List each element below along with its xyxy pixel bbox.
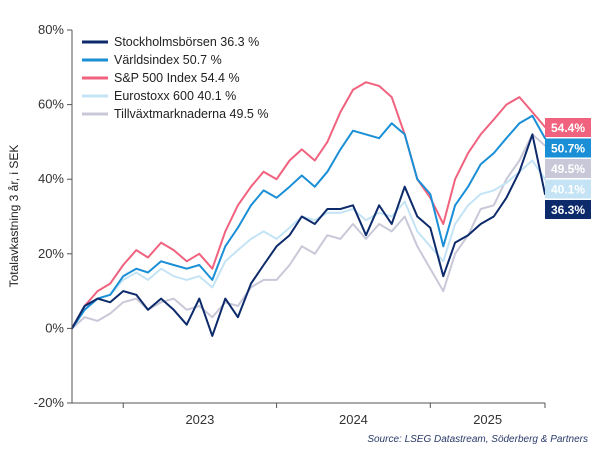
series-line-3 [71,81,546,330]
end-label: 36.3% [551,203,585,217]
y-tick-label: 80% [38,22,64,37]
legend-label: Stockholmsbörsen 36.3 % [114,35,259,49]
y-tick-label: -20% [34,395,65,410]
legend-label: Eurostoxx 600 40.1 % [114,89,236,103]
series-line-1 [71,133,546,337]
y-tick-label: 20% [38,246,64,261]
end-labels: 54.4% 50.7% 49.5% 40.1% 36.3% [545,118,591,219]
series-line-2 [71,114,546,330]
y-tick-label: 0% [45,320,64,335]
legend-box [74,30,304,124]
y-tick-label: 40% [38,171,64,186]
end-label: 54.4% [551,121,585,135]
end-label: 49.5% [551,162,585,176]
end-label-box [545,200,591,219]
legend-label: Tillväxtmarknaderna 49.5 % [114,107,268,121]
end-label-box [545,179,591,199]
end-label-box [545,159,591,178]
x-tick-label: 2023 [185,412,214,427]
axes [71,30,545,404]
end-label: 50.7% [551,142,585,156]
series-line-4 [71,159,546,330]
x-tick-label: 2024 [339,412,368,427]
legend-items: Stockholmsbörsen 36.3 % Världsindex 50.7 … [82,35,268,121]
legend-label: S&P 500 Index 54.4 % [114,71,240,85]
x-tick-label: 2025 [473,412,502,427]
y-axis-label: Totalavkastning 3 år, i SEK [7,145,21,288]
x-ticks: 2023 2024 2025 [122,403,546,427]
y-ticks: 80% 60% 40% 20% 0% -20% [34,22,72,410]
end-label-box [545,118,591,137]
end-label: 40.1% [551,183,585,197]
series-line-5 [71,133,546,330]
end-label-box [545,138,591,158]
legend: Stockholmsbörsen 36.3 % Världsindex 50.7 … [74,30,304,124]
legend-label: Världsindex 50.7 % [114,53,222,67]
series-lines [71,81,546,337]
source-note: Source: LSEG Datastream, Söderberg & Par… [367,434,588,445]
y-tick-label: 60% [38,97,64,112]
